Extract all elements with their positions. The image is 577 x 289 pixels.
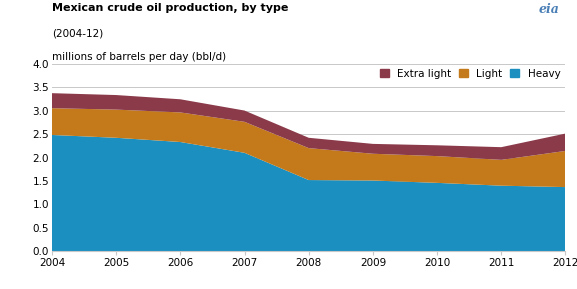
Legend: Extra light, Light, Heavy: Extra light, Light, Heavy: [380, 69, 560, 79]
Text: millions of barrels per day (bbl/d): millions of barrels per day (bbl/d): [52, 52, 226, 62]
Text: Mexican crude oil production, by type: Mexican crude oil production, by type: [52, 3, 288, 13]
Text: (2004-12): (2004-12): [52, 29, 103, 39]
Text: eia: eia: [539, 3, 560, 16]
